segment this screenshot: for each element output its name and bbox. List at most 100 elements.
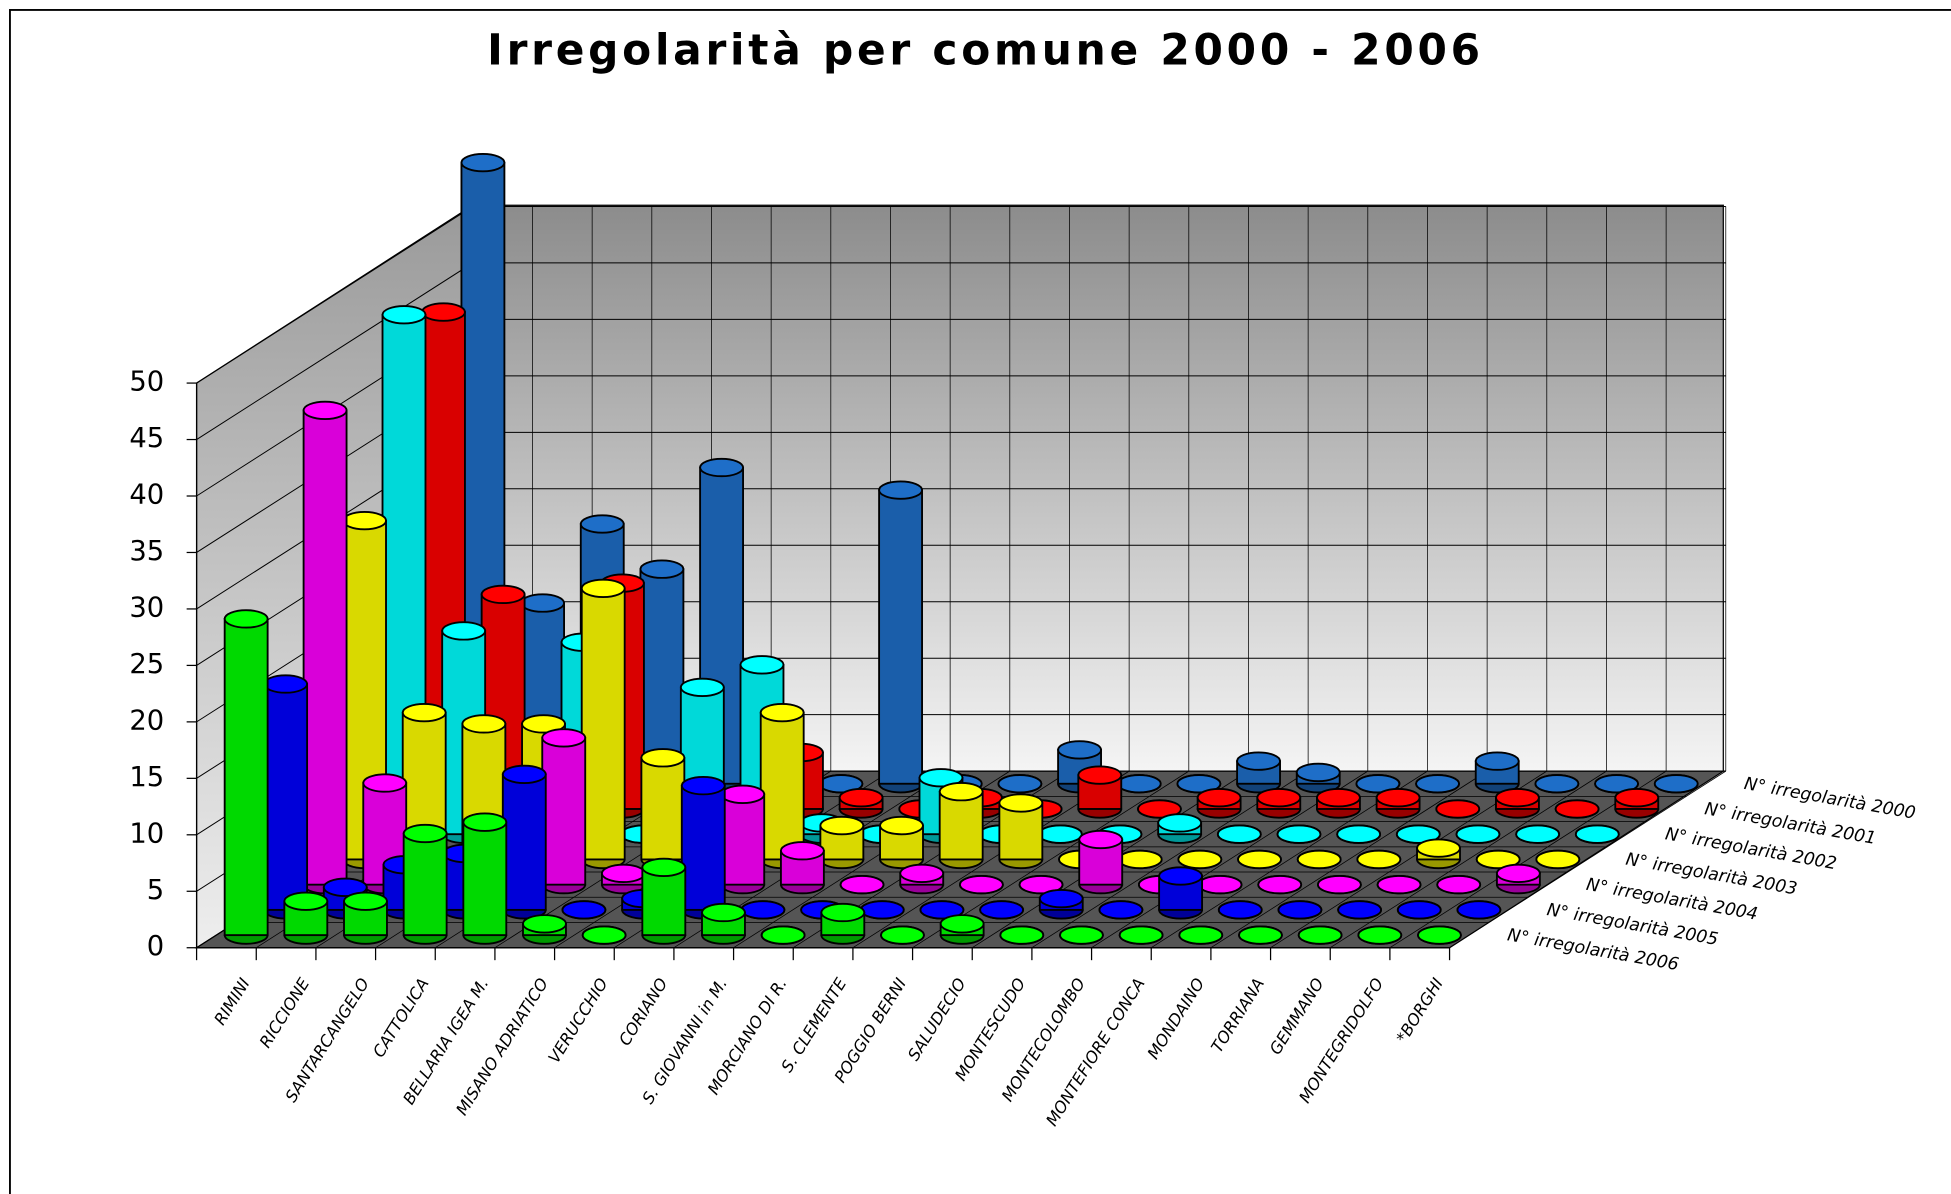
cylinder-top [561, 900, 607, 920]
y-tick-label: 20 [129, 705, 164, 736]
cylinder-top [1237, 849, 1282, 870]
cylinder-top [820, 902, 866, 923]
cylinder [859, 900, 905, 920]
cylinder-top [919, 900, 965, 920]
cylinder-top [342, 510, 387, 531]
cylinder-top [938, 782, 984, 802]
cylinder-top [1376, 875, 1422, 895]
y-tick-label: 0 [147, 931, 164, 962]
cylinder-top [460, 152, 506, 173]
cylinder [1176, 774, 1222, 794]
cylinder [997, 774, 1043, 794]
x-tick-label: *BORGHI [1392, 974, 1447, 1046]
cylinder-top [1217, 900, 1263, 920]
cylinder-top [760, 925, 806, 945]
cylinder [879, 815, 924, 870]
cylinder [283, 891, 329, 945]
floor-line [1210, 770, 1488, 949]
cylinder [1236, 751, 1281, 794]
cylinder [1515, 824, 1561, 844]
cylinder-top [1216, 824, 1262, 844]
floor-line [1330, 770, 1607, 949]
bar [223, 617, 269, 937]
cylinder [1196, 788, 1242, 819]
cylinder [302, 400, 348, 895]
y-tick-label: 30 [129, 592, 164, 623]
cylinder-top [880, 925, 925, 945]
cylinder [1614, 788, 1660, 819]
cylinder-top [402, 823, 448, 844]
cylinder [1118, 925, 1164, 945]
cylinder [462, 812, 508, 945]
cylinder [1416, 838, 1461, 870]
y-tick-label: 10 [129, 818, 164, 849]
cylinder [720, 784, 766, 895]
cylinder-top [1475, 849, 1521, 870]
cylinder-top [1238, 925, 1283, 945]
bar [462, 821, 508, 937]
cylinder-top [1117, 849, 1163, 870]
cylinder-top [1277, 900, 1323, 920]
cylinder [899, 863, 945, 895]
bar [541, 736, 587, 886]
cylinder-top [1018, 875, 1064, 895]
cylinder [878, 480, 923, 794]
cylinder [1456, 900, 1502, 920]
cylinder [740, 900, 786, 920]
frame [9, 9, 1951, 1194]
cylinder [1117, 849, 1163, 870]
cylinder-top [1256, 788, 1302, 808]
cylinder [1295, 762, 1341, 794]
cylinder [819, 815, 865, 870]
cylinder-top [939, 914, 985, 934]
cylinder-top [1296, 849, 1342, 870]
cylinder-top [1316, 875, 1362, 895]
cylinder-top [878, 480, 923, 500]
x-tick-label: RIMINI [210, 974, 254, 1028]
cylinder-top [1037, 824, 1083, 844]
cylinder-top [1357, 925, 1403, 945]
cylinder [1653, 774, 1699, 794]
cylinder-top [1098, 900, 1144, 920]
cylinder-top [979, 900, 1025, 920]
cylinder [1057, 740, 1102, 794]
cylinder-top [859, 900, 905, 920]
cylinder [1018, 875, 1064, 895]
cylinder-top [720, 784, 766, 804]
cylinder-top [1337, 900, 1383, 920]
cylinder [1455, 824, 1501, 844]
cylinder-top [739, 655, 785, 675]
cylinder-top [1456, 900, 1502, 920]
cylinder-top [1415, 774, 1460, 794]
cylinder [938, 782, 984, 870]
cylinder-top [1038, 888, 1084, 909]
cylinder-top [1078, 829, 1124, 850]
cylinder-top [997, 774, 1043, 794]
cylinder-top [899, 863, 945, 884]
y-tick-label: 5 [147, 875, 164, 906]
y-tick-label: 45 [129, 423, 164, 454]
cylinder [343, 891, 388, 945]
cylinder [1157, 813, 1203, 844]
cylinder [1316, 788, 1361, 819]
bar [580, 587, 626, 861]
y-tick-label: 25 [129, 649, 164, 680]
cylinder-top [1197, 875, 1243, 895]
cylinder-top [1316, 788, 1361, 808]
cylinder-top [639, 559, 685, 579]
cylinder-top [1077, 765, 1123, 785]
cylinder [701, 902, 746, 945]
cylinder [1417, 925, 1462, 945]
cylinder-top [1396, 900, 1442, 920]
cylinder-top [1236, 751, 1281, 771]
cylinder [640, 748, 686, 870]
bar [641, 866, 687, 937]
cylinder-top [381, 305, 427, 325]
cylinder [1574, 824, 1620, 844]
cylinder [1376, 875, 1422, 895]
cylinder [1495, 863, 1541, 895]
cylinder-top [541, 728, 587, 748]
cylinder [1256, 788, 1302, 819]
cylinder-top [958, 875, 1004, 895]
cylinder-top [1375, 788, 1421, 808]
